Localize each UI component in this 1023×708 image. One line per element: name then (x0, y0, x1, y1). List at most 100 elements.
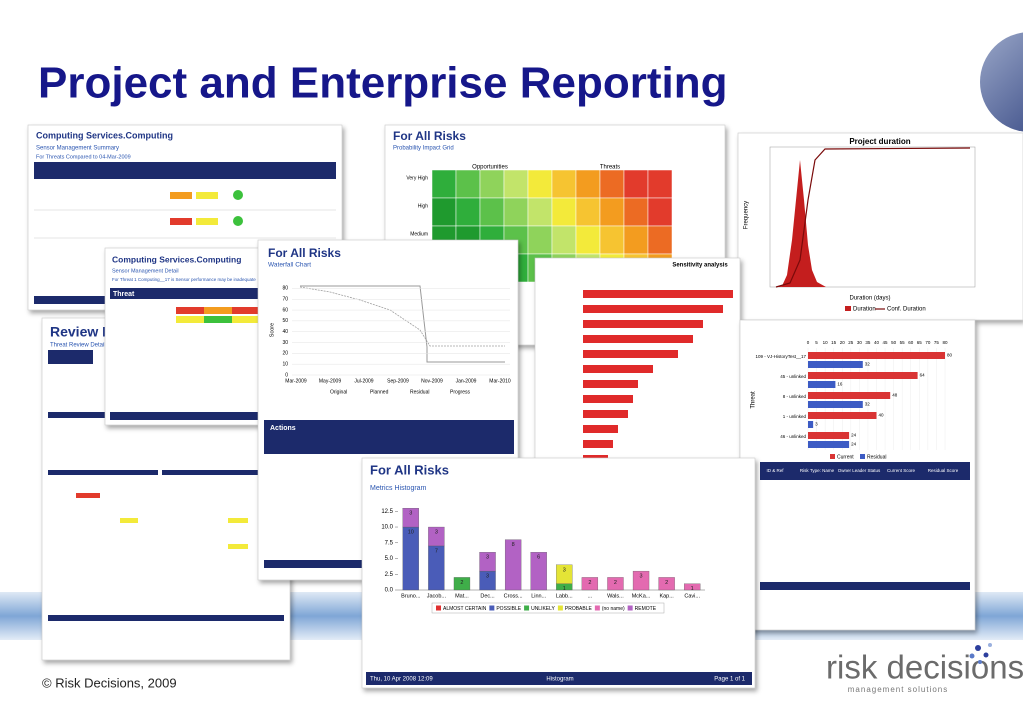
x-tick-label: 0 (807, 340, 810, 345)
bar-segment (504, 539, 522, 591)
x-tick-label: 40 (874, 340, 880, 345)
value-label: 2 (614, 580, 617, 586)
cell (176, 307, 204, 314)
x-tick-label: Dec... (480, 593, 495, 599)
x-tick-label: Jacob... (427, 593, 447, 599)
cell (232, 307, 260, 314)
cell (176, 316, 204, 323)
grid-cell (623, 197, 649, 227)
bar-segment (453, 577, 471, 591)
cell (228, 544, 248, 549)
grid-cell (647, 169, 673, 199)
panel-note: For Threats Compared to 04-Mar-2009 (36, 154, 131, 160)
section-title: Threat (113, 291, 135, 298)
logo-dot (969, 653, 975, 659)
grid-cell (455, 169, 481, 199)
status-icon (233, 190, 243, 200)
bar-segment (684, 583, 701, 591)
grid-cell (575, 225, 601, 255)
x-tick-label: Cavi... (684, 593, 700, 599)
x-tick-label: 80 (942, 340, 948, 345)
panel-footer (366, 672, 752, 685)
panel-footer (760, 582, 970, 590)
bar (808, 432, 850, 439)
legend-swatch (830, 454, 835, 459)
bar-segment (658, 577, 675, 591)
panel-title: Computing Services.Computing (36, 130, 173, 140)
sensitivity-bar (583, 395, 633, 403)
category-label: 46 - unlinked (780, 434, 806, 439)
value-label: 7 (435, 548, 438, 554)
panel-subtitle: Threat Review Detail (50, 343, 106, 349)
x-tick-label: May-2009 (319, 378, 341, 384)
x-tick-label: Cross... (504, 593, 523, 599)
slide-title: Project and Enterprise Reporting (38, 59, 727, 108)
x-tick-label: McKa... (632, 593, 651, 599)
table-header-label: Risk Type: Name (800, 468, 835, 473)
table-header (760, 462, 970, 480)
cell (228, 518, 248, 523)
axis-label: Duration (days) (849, 296, 890, 302)
legend-label: ALMOST CERTAIN (443, 606, 487, 612)
y-tick-label: 0.0 (385, 588, 394, 594)
grid-cell (623, 169, 649, 199)
distribution (776, 160, 826, 287)
value-label: 1 (563, 586, 566, 592)
value-label: 3 (486, 574, 489, 580)
x-tick-label: Labb... (556, 593, 573, 599)
axis-label: Score (269, 323, 275, 337)
y-tick-label: 30 (282, 340, 288, 346)
x-tick-label: 75 (934, 340, 940, 345)
grid-cell (551, 197, 577, 227)
logo-dot (988, 643, 992, 647)
value-label: 2 (588, 580, 591, 586)
grid-cell (551, 169, 577, 199)
cell (204, 316, 232, 323)
category-label: 45 - unlinked (780, 374, 806, 379)
logo-dots (969, 643, 992, 664)
logo-dot (983, 652, 989, 658)
grid-cell (503, 197, 529, 227)
y-tick-label: 0 (285, 372, 288, 378)
legend-swatch (524, 605, 530, 611)
cell (232, 316, 260, 323)
footer-page: Page 1 of 1 (714, 677, 745, 683)
copyright: © Risk Decisions, 2009 (42, 675, 177, 690)
grid-cell (647, 225, 673, 255)
legend-box (431, 602, 665, 614)
panel-subtitle: Sensor Management Summary (36, 146, 119, 152)
x-tick-label: 30 (857, 340, 863, 345)
axis-label: Frequency (744, 201, 750, 229)
bar (808, 372, 918, 379)
panel-subtitle: Probability Impact Grid (393, 146, 454, 152)
sensitivity-bar (583, 410, 628, 418)
grid-cell (479, 169, 505, 199)
bar (808, 441, 850, 448)
x-tick-label: ... (588, 593, 593, 599)
x-tick-label: 10 (823, 340, 829, 345)
x-tick-label: 70 (925, 340, 931, 345)
x-tick-label: 35 (865, 340, 871, 345)
logo-dot (975, 645, 981, 651)
grid-cell (527, 197, 553, 227)
chart-title: Sensitivity analysis (672, 263, 728, 269)
legend-label: Residual (410, 389, 429, 395)
legend-swatch (594, 605, 600, 611)
category-label: 1 - unlinked (783, 414, 807, 419)
value-label: 24 (851, 442, 857, 447)
table-title: Actions (270, 425, 296, 432)
grid-cell (647, 197, 673, 227)
grid-cell (599, 225, 625, 255)
cell (76, 493, 100, 498)
x-tick-label: Jul-2009 (354, 378, 373, 384)
sensitivity-bar (583, 440, 613, 448)
footer-date: Thu, 10 Apr 2008 12:09 (370, 677, 433, 683)
bar-segment (402, 507, 419, 528)
bar-segment (581, 577, 599, 591)
panel-footer (110, 412, 338, 420)
value-label: 16 (837, 382, 843, 387)
grid-cell (503, 169, 529, 199)
legend-swatch (860, 454, 865, 459)
duration-chart: Project duration Frequency Duration (day… (737, 132, 1023, 321)
x-tick-label: Mat... (455, 593, 469, 599)
